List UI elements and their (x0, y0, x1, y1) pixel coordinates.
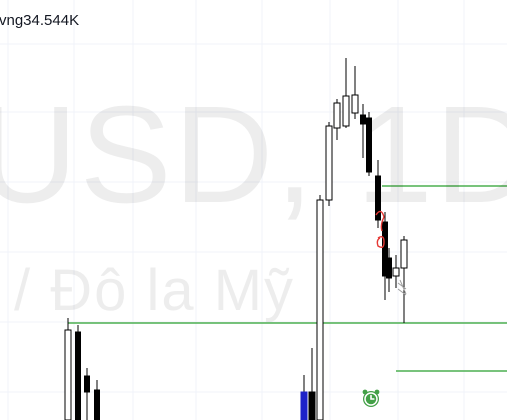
description-watermark: / Đô la Mỹ (14, 258, 296, 323)
candle-body (84, 375, 90, 393)
candlesticks (64, 58, 408, 420)
horizontal-levels[interactable] (68, 185, 507, 372)
candle-body (308, 391, 316, 420)
candle-body (366, 117, 372, 173)
candle-body (316, 199, 324, 420)
candle-body (382, 221, 388, 277)
candle-body (386, 257, 392, 279)
candle-body (325, 125, 333, 201)
candle-body (351, 94, 359, 114)
candle-body (94, 389, 100, 420)
candle-body (392, 267, 400, 277)
alarm-clock-icon[interactable] (361, 388, 381, 408)
symbol-watermark: USD, 1D (0, 78, 507, 232)
candle-body (400, 239, 408, 269)
candle-body (342, 95, 350, 127)
candle-body (333, 102, 341, 129)
volume-label: vng34.544K (0, 12, 80, 29)
annotation-hatch (397, 279, 407, 296)
candle-body (300, 391, 308, 420)
candle-body (375, 175, 381, 221)
candle-body (360, 114, 366, 125)
candle-body (64, 329, 72, 420)
annotation-mark (375, 210, 385, 249)
chart-annotations (375, 210, 407, 296)
candle-body (75, 331, 81, 420)
